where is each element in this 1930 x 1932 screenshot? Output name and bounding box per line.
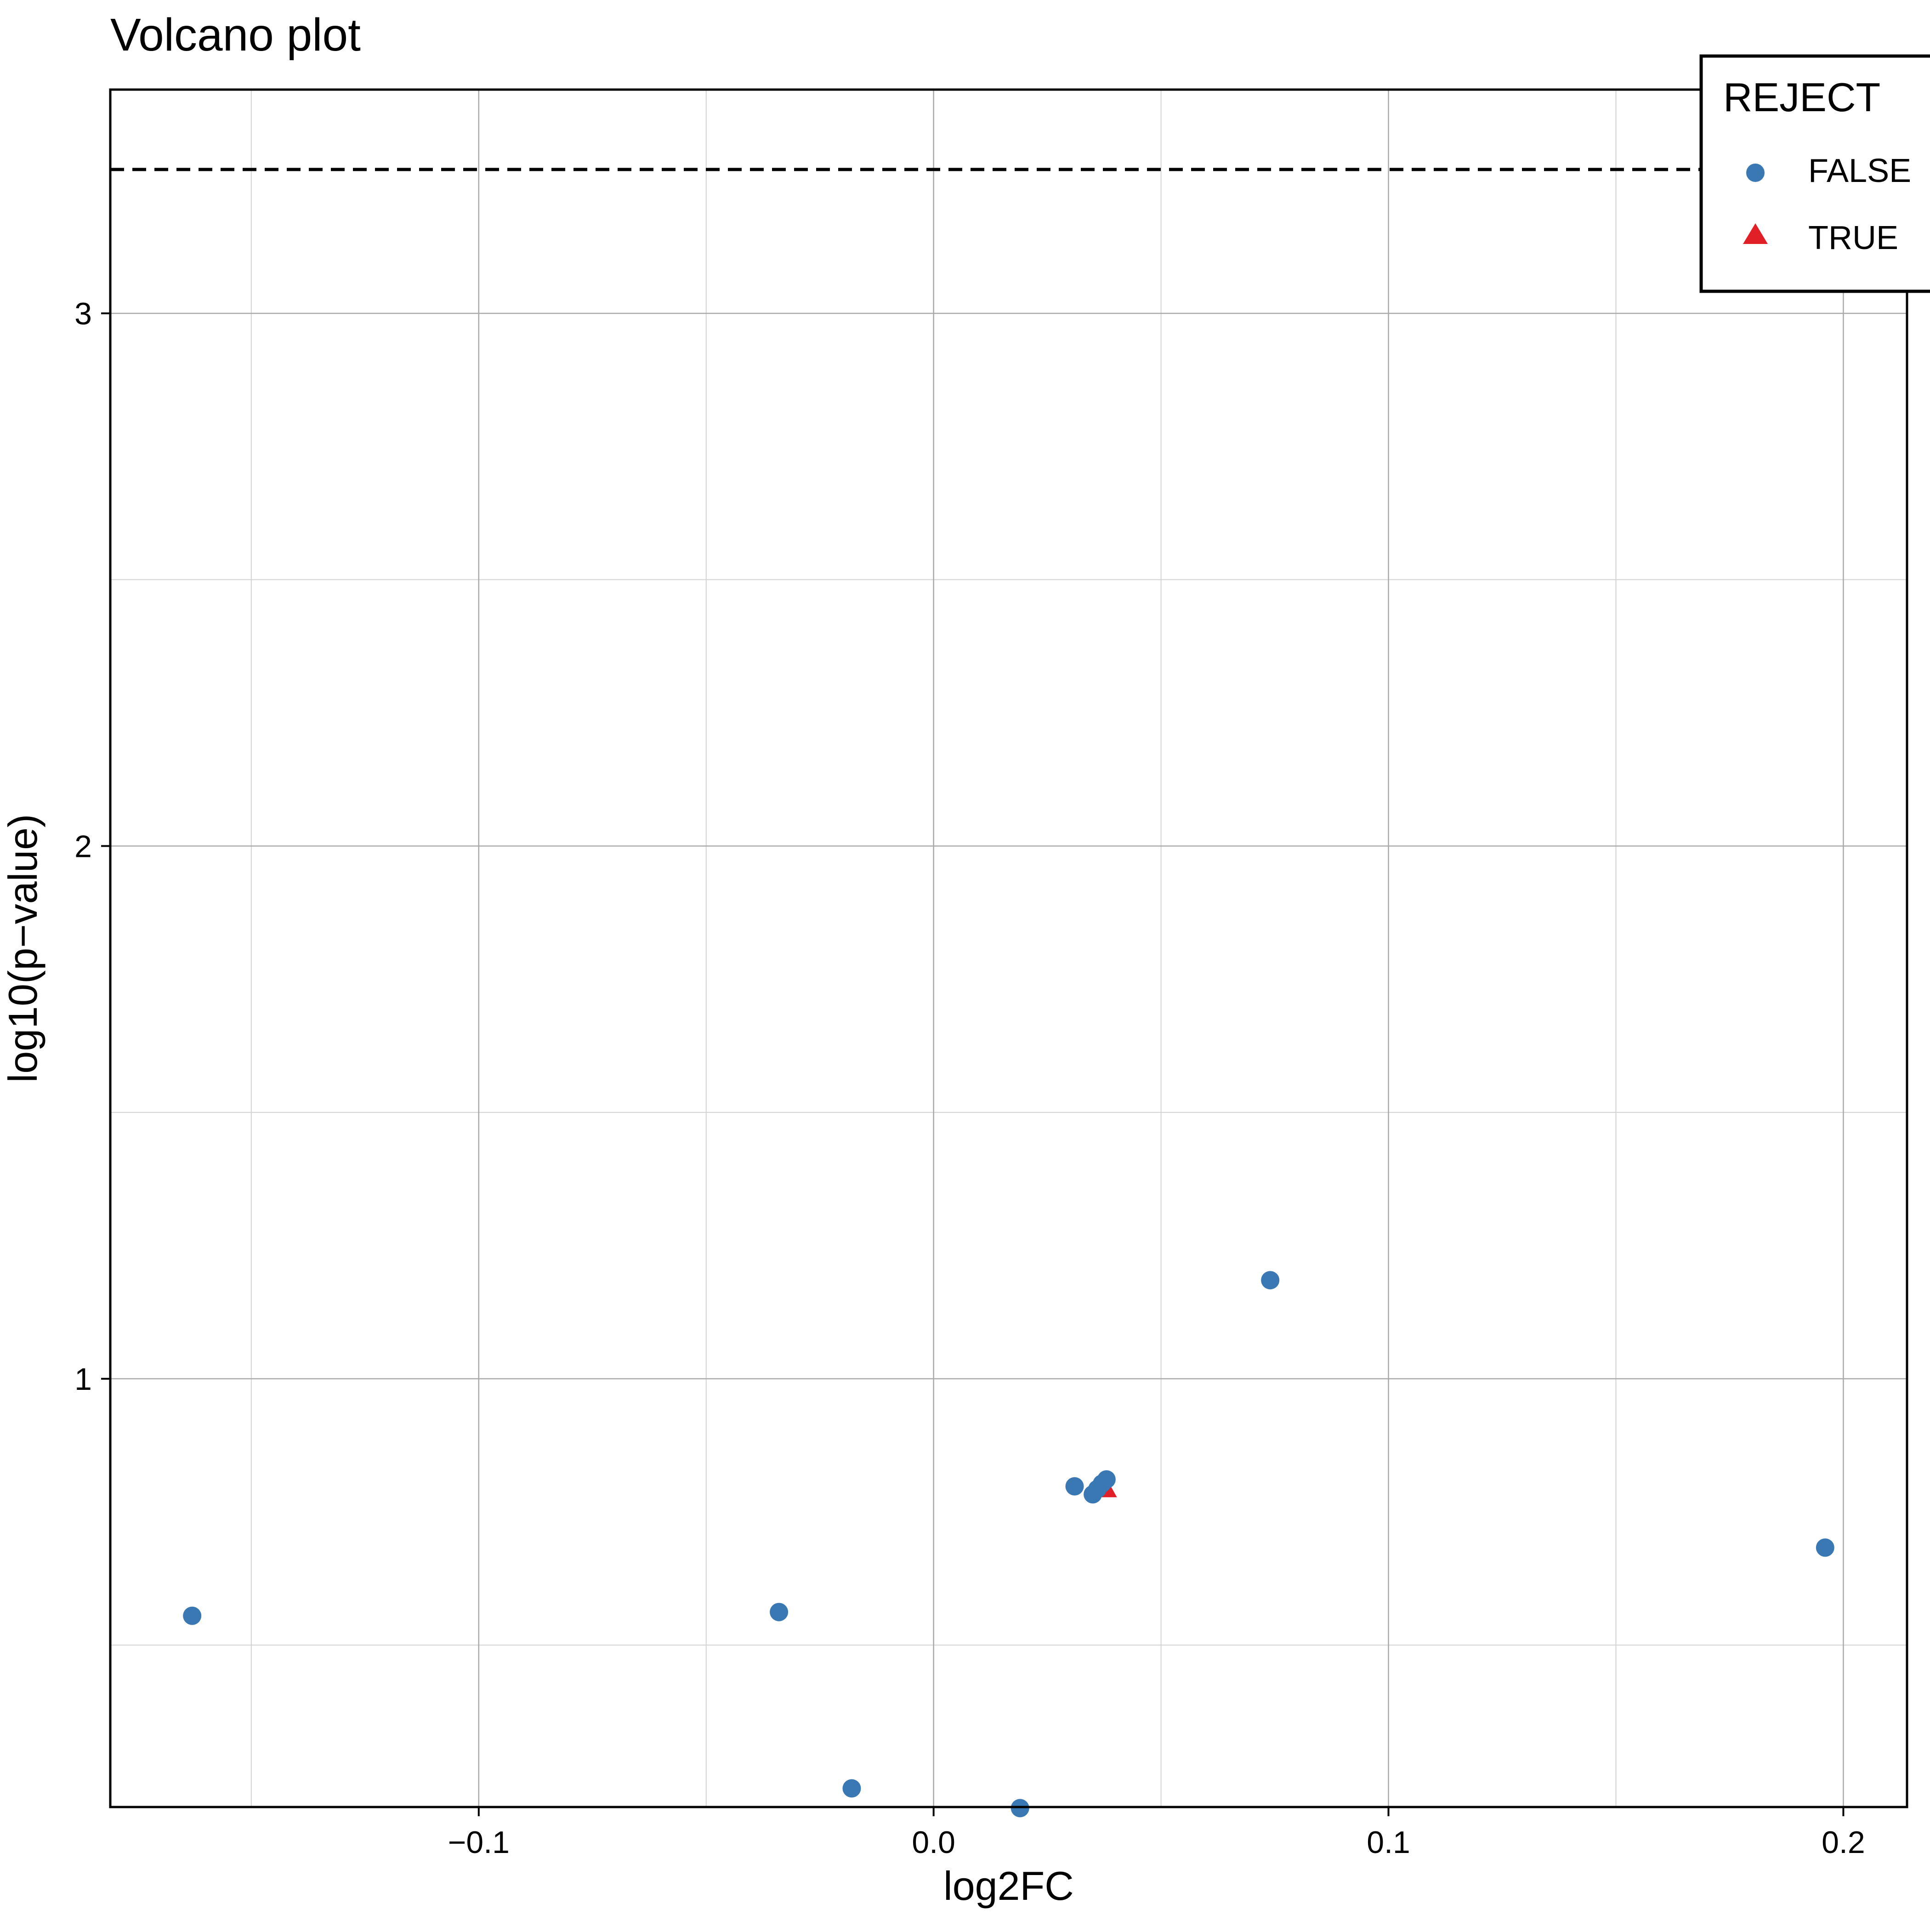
- x-tick-label: 0.0: [912, 1825, 955, 1860]
- point-false: [1065, 1477, 1084, 1496]
- legend-box: [1699, 54, 1930, 293]
- y-tick-label: 2: [74, 829, 92, 864]
- y-tick-label: 1: [74, 1362, 92, 1397]
- legend: REJECT FALSE TRUE: [1699, 54, 1930, 293]
- x-axis-label: log2FC: [943, 1863, 1074, 1909]
- point-false: [1816, 1538, 1834, 1557]
- x-tick-label: 0.2: [1822, 1825, 1865, 1860]
- x-tick-label: −0.1: [448, 1825, 510, 1860]
- legend-title: REJECT: [1723, 74, 1880, 120]
- points-layer: [183, 1271, 1834, 1818]
- legend-true-label: TRUE: [1808, 220, 1898, 256]
- y-axis-label: log10(p−value): [0, 814, 45, 1083]
- chart-title: Volcano plot: [110, 9, 361, 61]
- x-tick-label: 0.1: [1367, 1825, 1410, 1860]
- point-false: [183, 1606, 202, 1625]
- legend-false-marker: [1746, 164, 1765, 182]
- legend-true-marker: [1743, 223, 1768, 244]
- point-false: [1097, 1470, 1116, 1489]
- point-false: [770, 1603, 789, 1621]
- grid-layer: [110, 90, 1907, 1807]
- axis-layer: −0.1 0.0 0.1 0.2 1 2 3: [74, 296, 1865, 1860]
- point-false: [1261, 1271, 1280, 1290]
- legend-false-label: FALSE: [1808, 153, 1911, 189]
- plot-frame: [109, 88, 1908, 1808]
- y-tick-label: 3: [74, 296, 92, 331]
- point-false: [842, 1779, 861, 1798]
